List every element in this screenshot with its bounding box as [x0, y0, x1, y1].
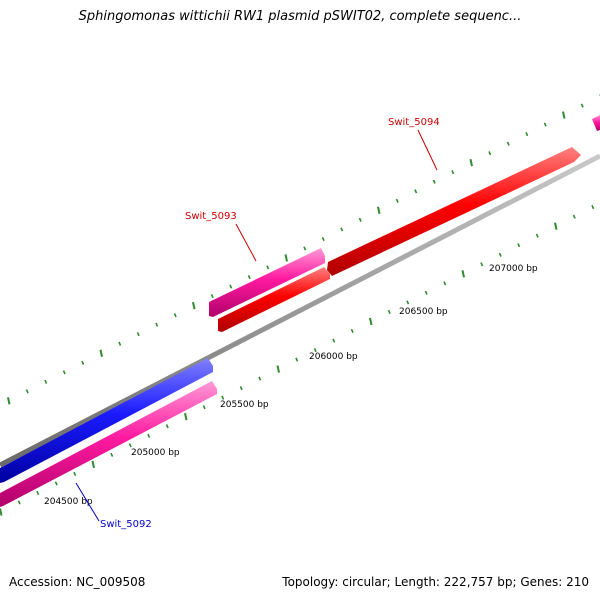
tick-mark: [118, 341, 122, 346]
tick-mark: [340, 227, 344, 232]
gene-swit-5092-blue[interactable]: [0, 358, 213, 483]
gene-label-swit-5094[interactable]: Swit_5094: [388, 117, 440, 128]
map-title: Sphingomonas wittichii RW1 plasmid pSWIT…: [78, 9, 522, 24]
tick-mark: [332, 338, 336, 343]
tick-mark: [543, 122, 547, 127]
tick-mark: [99, 349, 103, 357]
tick-mark: [36, 490, 40, 496]
tick-mark: [17, 500, 21, 505]
gene-swit-5094-part-a[interactable]: [218, 267, 330, 332]
tick-mark: [580, 103, 584, 108]
tick-mark: [62, 370, 66, 375]
tick-label-206500: 206500 bp: [399, 307, 448, 317]
tick-mark: [210, 294, 214, 299]
tick-mark: [44, 379, 48, 384]
tick-label-205000: 205000 bp: [131, 448, 180, 458]
tick-mark: [266, 265, 270, 270]
tick-mark: [506, 141, 510, 146]
tick-mark: [25, 389, 29, 394]
gene-swit-5094[interactable]: [327, 147, 581, 276]
tick-mark: [369, 317, 373, 326]
tick-mark: [554, 222, 558, 230]
tick-mark: [7, 397, 11, 405]
gene-swit-5093[interactable]: [209, 248, 325, 317]
tick-mark: [258, 376, 262, 381]
tick-label-204500: 204500 bp: [44, 497, 93, 507]
tick-mark: [0, 508, 3, 516]
tick-mark: [488, 151, 492, 156]
tick-mark: [591, 205, 595, 210]
tick-mark: [276, 365, 280, 373]
tick-mark: [147, 433, 151, 438]
tick-mark: [451, 170, 455, 175]
gene-label-swit-5092[interactable]: Swit_5092: [100, 519, 152, 530]
tick-mark: [572, 214, 576, 219]
label-connector-swit-5092: [75, 482, 100, 522]
tick-mark: [239, 386, 243, 391]
tick-mark: [221, 395, 225, 400]
tick-mark: [517, 243, 521, 248]
tick-mark: [432, 179, 436, 184]
plasmid-backbone: [0, 153, 600, 468]
accession-text: Accession: NC_009508: [9, 575, 146, 589]
tick-mark: [414, 189, 418, 194]
tick-mark: [424, 290, 428, 295]
tick-mark: [165, 424, 169, 429]
tick-mark: [480, 262, 484, 267]
tick-mark: [498, 252, 502, 257]
tick-mark: [461, 270, 465, 278]
sequence-stats: Topology: circular; Length: 222,757 bp; …: [282, 575, 589, 589]
tick-mark: [136, 332, 140, 337]
label-connector-swit-5093: [235, 223, 257, 262]
tick-mark: [395, 198, 399, 203]
label-connector-swit-5094: [417, 129, 438, 171]
tick-mark: [303, 246, 307, 251]
tick-mark: [184, 413, 188, 421]
tick-mark: [387, 309, 391, 314]
tick-mark: [469, 158, 473, 167]
tick-marks: [0, 94, 600, 516]
tick-label-205500: 205500 bp: [220, 400, 269, 410]
tick-mark: [321, 236, 325, 241]
tick-mark: [73, 471, 77, 476]
tick-mark: [295, 357, 299, 362]
tick-mark: [525, 132, 529, 137]
tick-mark: [562, 111, 566, 119]
gene-swit-5092-pink[interactable]: [0, 381, 217, 507]
tick-mark: [358, 217, 362, 222]
tick-mark: [155, 322, 159, 327]
tick-mark: [443, 281, 447, 286]
tick-mark: [173, 313, 177, 318]
tick-mark: [535, 233, 539, 238]
tick-mark: [202, 405, 206, 410]
tick-label-206000: 206000 bp: [309, 352, 358, 362]
tick-mark: [377, 206, 381, 215]
tick-mark: [313, 347, 317, 353]
gene-partial-right[interactable]: [592, 115, 600, 131]
tick-mark: [229, 284, 233, 289]
tick-mark: [247, 274, 251, 280]
tick-label-207000: 207000 bp: [489, 264, 538, 274]
tick-mark: [54, 481, 58, 486]
tick-mark: [406, 300, 410, 305]
tick-mark: [91, 460, 95, 469]
tick-mark: [81, 360, 85, 365]
gene-label-swit-5093[interactable]: Swit_5093: [185, 211, 237, 222]
tick-mark: [284, 254, 288, 262]
tick-mark: [128, 443, 132, 448]
tick-mark: [110, 452, 114, 457]
tick-mark: [192, 301, 196, 310]
tick-mark: [350, 328, 354, 334]
